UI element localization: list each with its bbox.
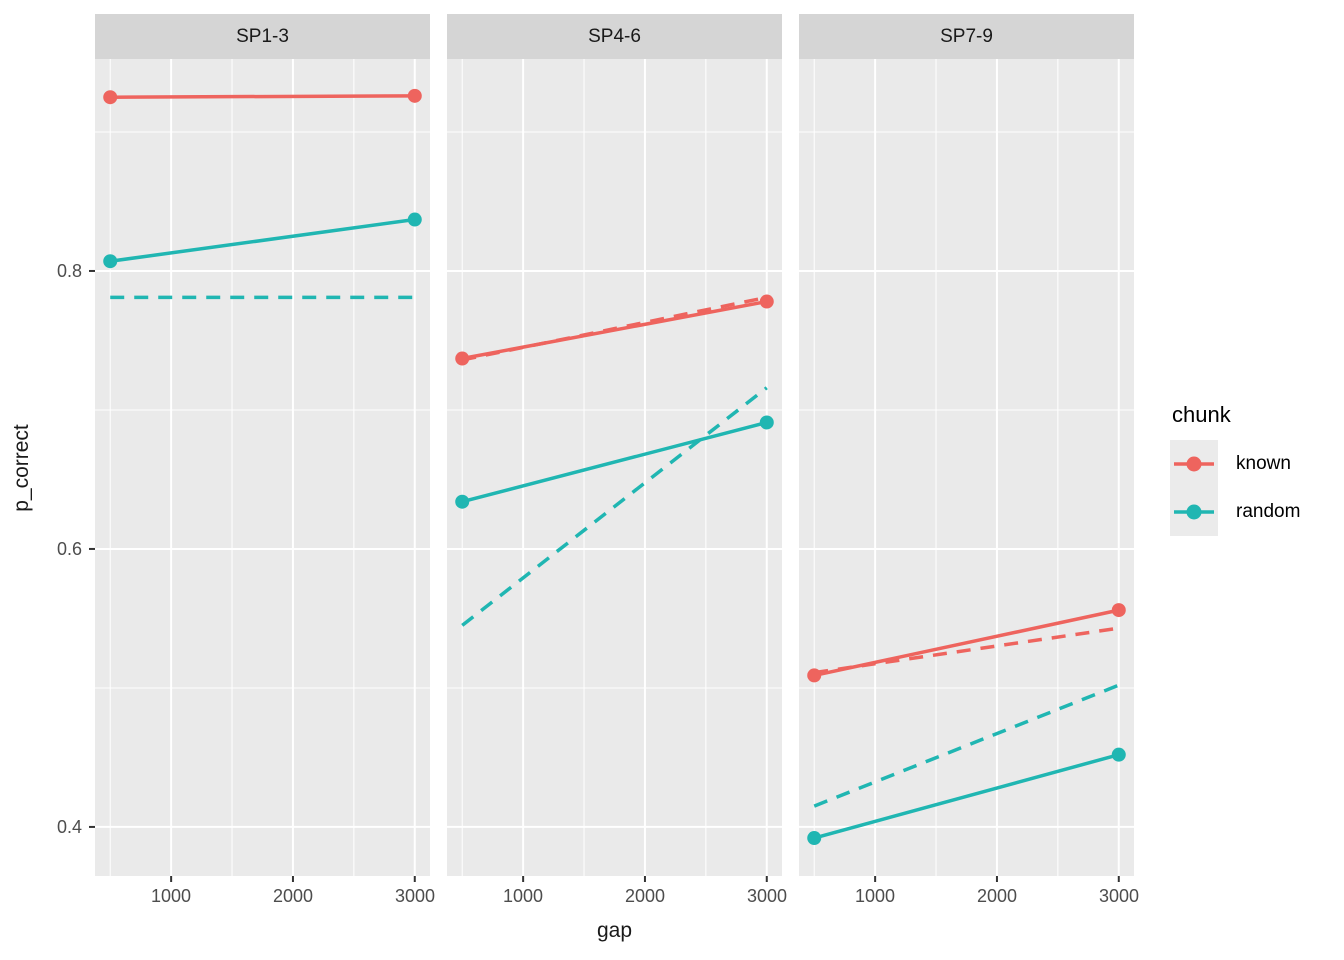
data-point-random [1111, 747, 1126, 762]
y-tick-label: 0.8 [56, 261, 82, 281]
series-line-random-solid [461, 420, 768, 504]
x-tick-label: 1000 [502, 886, 544, 906]
series-line-random-solid [813, 752, 1120, 840]
series-line-random-solid [109, 217, 416, 263]
x-tick-label: 3000 [746, 886, 788, 906]
data-point-known [759, 294, 774, 309]
data-point-random [103, 254, 118, 269]
y-axis-title: p_correct [10, 424, 33, 512]
facet-strip-label: SP4-6 [588, 25, 641, 47]
data-point-random [759, 415, 774, 430]
x-tick-label: 3000 [394, 886, 436, 906]
data-point-known [807, 668, 822, 683]
series-line-random-dashed [461, 386, 768, 627]
series-line-known-dashed [461, 295, 768, 362]
x-tick-label: 1000 [150, 886, 192, 906]
legend-key-known-icon [1170, 440, 1218, 488]
panel-background [95, 59, 430, 876]
data-point-random [407, 212, 422, 227]
legend-glyph-known [1174, 456, 1214, 472]
x-tick-label: 3000 [1098, 886, 1140, 906]
series-line-known-solid [110, 94, 415, 99]
legend-label-random: random [1236, 501, 1301, 522]
y-tick-label: 0.4 [56, 817, 82, 837]
legend-label-known: known [1236, 453, 1291, 474]
y-tick-label: 0.6 [56, 539, 82, 559]
facet-strip-sp4-6: SP4-6 [447, 14, 782, 59]
series-line-known-dashed [813, 626, 1120, 675]
legend-title: chunk [1172, 402, 1231, 427]
panel-background [447, 59, 782, 876]
data-point-random [455, 494, 470, 509]
data-point-known [407, 88, 422, 103]
x-tick-label: 2000 [272, 886, 314, 906]
x-tick-label: 2000 [976, 886, 1018, 906]
series-line-random-dashed [813, 683, 1120, 808]
data-point-known [103, 90, 118, 105]
legend-key-random-icon [1170, 488, 1218, 536]
data-point-random [807, 831, 822, 846]
facet-strip-sp1-3: SP1-3 [95, 14, 430, 59]
facet-strip-label: SP1-3 [236, 25, 289, 47]
panel-background [799, 59, 1134, 876]
legend-glyph-random [1174, 504, 1214, 520]
x-tick-label: 1000 [854, 886, 896, 906]
facet-strip-sp7-9: SP7-9 [799, 14, 1134, 59]
legend-glyph-point [1186, 456, 1202, 472]
data-point-known [455, 351, 470, 366]
legend-glyph-point [1186, 504, 1202, 520]
facet-strip-label: SP7-9 [940, 25, 993, 47]
x-axis-title: gap [596, 919, 633, 942]
x-tick-label: 2000 [624, 886, 666, 906]
data-point-known [1111, 603, 1126, 618]
